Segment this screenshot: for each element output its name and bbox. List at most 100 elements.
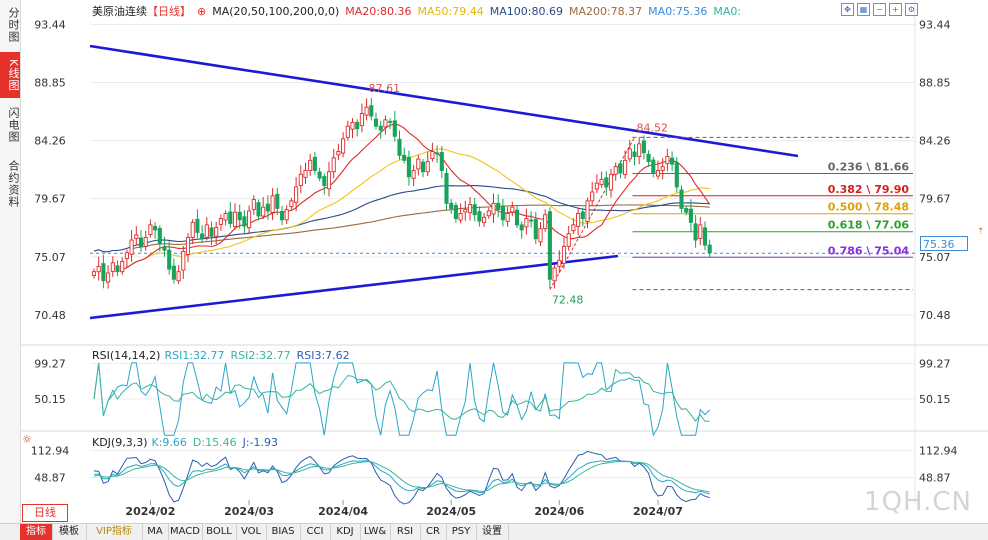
candle-body <box>308 159 313 171</box>
indicator-tab[interactable]: KDJ <box>330 524 361 540</box>
candle-body <box>232 211 238 228</box>
candle-body <box>176 271 181 282</box>
candle-body <box>350 121 355 130</box>
support-trendline <box>89 254 619 320</box>
candle-body <box>406 156 411 178</box>
candle-body <box>543 214 548 230</box>
candle-body <box>298 173 303 186</box>
candle-body <box>505 213 510 222</box>
main-grid <box>20 0 988 505</box>
fib-level-label: 0.618 \ 77.06 <box>828 219 910 232</box>
candle-body <box>547 211 552 280</box>
indicator-tab[interactable]: VIP指标 <box>86 524 143 540</box>
ma50-value: MA50:79.44 <box>417 5 484 18</box>
candle-body <box>200 233 205 240</box>
indicator-tab-bar: 指标 模板 VIP指标 MA MACD BOLL VOL BIAS CCI KDJ LW& RSI CR… <box>0 523 988 540</box>
kdj-tick-left: 112.94 <box>31 445 70 458</box>
candle-body <box>529 219 534 222</box>
high-price-label: 87.61 <box>369 82 401 95</box>
chart-area[interactable]: 0.236 \ 81.66 0.382 \ 79.90 0.500 \ 78.48 0… <box>20 0 988 523</box>
candle-body <box>242 216 247 227</box>
candle-body <box>345 125 350 138</box>
candle-body <box>684 207 689 213</box>
indicator-tab[interactable]: LW& <box>360 524 391 540</box>
ma-params[interactable]: MA(20,50,100,200,0,0) <box>212 5 340 18</box>
fib-levels: 0.236 \ 81.66 0.382 \ 79.90 0.500 \ 78.48 0… <box>90 136 915 291</box>
indicator-tab[interactable]: BIAS <box>266 524 301 540</box>
y-tick-label-left: 93.44 <box>34 18 66 31</box>
candle-body <box>284 209 289 221</box>
indicator-tab[interactable]: 指标 <box>20 524 53 540</box>
grid-icon[interactable]: ▦ <box>857 3 870 16</box>
expand-icon[interactable]: ✥ <box>841 3 854 16</box>
y-tick-label-right: 70.48 <box>919 309 951 322</box>
ma0b-value: MA0: <box>713 5 742 18</box>
indicator-tab[interactable]: CR <box>420 524 447 540</box>
candle-body <box>355 121 360 130</box>
indicator-tab[interactable]: MA <box>142 524 169 540</box>
candle-body <box>369 105 374 117</box>
tab-contract-info[interactable]: 合约资料 <box>7 160 20 208</box>
y-tick-label-right: 93.44 <box>919 18 951 31</box>
candle-body <box>392 120 397 137</box>
tab-timeshare[interactable]: 分时图 <box>7 7 20 43</box>
kdj-d-value: D:15.46 <box>192 436 237 449</box>
candle-body <box>411 170 416 179</box>
candle-body <box>261 206 266 217</box>
indicator-settings-icon[interactable]: ☼ <box>22 433 32 446</box>
settings-icon[interactable]: ⚙ <box>905 3 918 16</box>
current-price-badge: 75.36 <box>920 236 968 251</box>
kdj-tick-right: 112.94 <box>919 445 958 458</box>
candle-body <box>279 211 285 221</box>
candle-body <box>453 204 458 219</box>
candle-body <box>552 267 557 282</box>
candle-body <box>538 228 543 243</box>
candle-body <box>171 265 176 280</box>
kdj-d-line <box>93 460 710 493</box>
candle-body <box>157 227 162 245</box>
fib-level-label: 0.786 \ 75.04 <box>828 244 910 257</box>
candle-body <box>533 219 538 240</box>
indicator-tab[interactable]: 模板 <box>52 524 87 540</box>
rsi-tick-left: 50.15 <box>34 393 66 406</box>
candle-body <box>294 186 299 203</box>
candle-body <box>435 152 440 155</box>
candle-body <box>613 166 618 175</box>
kdj-legend: KDJ(9,3,3) K:9.66 D:15.46 J:-1.93 <box>92 436 278 449</box>
ma20-line <box>121 123 711 271</box>
plus-icon[interactable]: + <box>889 3 902 16</box>
candle-body <box>491 202 496 215</box>
candle-body <box>576 213 581 227</box>
candle-body <box>519 224 524 231</box>
add-icon[interactable]: ⊕ <box>197 5 207 18</box>
fib-level-label: 0.500 \ 78.48 <box>828 201 909 214</box>
indicator-tab[interactable]: RSI <box>390 524 421 540</box>
candle-body <box>256 202 261 217</box>
ma200-line <box>131 204 710 250</box>
rsi-title: RSI(14,14,2) <box>92 349 161 362</box>
candle-body <box>204 224 209 238</box>
candle-body <box>641 140 646 154</box>
candle-body <box>702 227 708 246</box>
candle-body <box>312 156 317 171</box>
candle-body <box>378 125 383 131</box>
candles <box>91 97 712 289</box>
indicator-tab[interactable]: MACD <box>168 524 203 540</box>
indicator-tab[interactable]: PSY <box>446 524 477 540</box>
candle-body <box>303 170 308 178</box>
indicator-tab[interactable]: CCI <box>300 524 331 540</box>
ma-legend: 美原油连续【日线】 ⊕ MA(20,50,100,200,0,0) MA20:80.3… <box>92 3 747 19</box>
candle-body <box>359 113 364 127</box>
minus-icon[interactable]: − <box>873 3 886 16</box>
tab-flash-chart[interactable]: 闪电图 <box>7 107 20 143</box>
candle-body <box>326 171 332 190</box>
candle-body <box>594 182 599 190</box>
period-button[interactable]: 日线 <box>22 504 68 522</box>
price-arrow-icon: ⇡ <box>977 227 985 237</box>
indicator-tab[interactable]: 设置 <box>476 524 509 540</box>
candle-body <box>134 234 139 239</box>
indicator-tab[interactable]: VOL <box>236 524 267 540</box>
indicator-tab[interactable]: BOLL <box>202 524 237 540</box>
tab-kline[interactable]: K线图 <box>0 52 20 98</box>
watermark: 1QH.CN <box>864 487 972 517</box>
